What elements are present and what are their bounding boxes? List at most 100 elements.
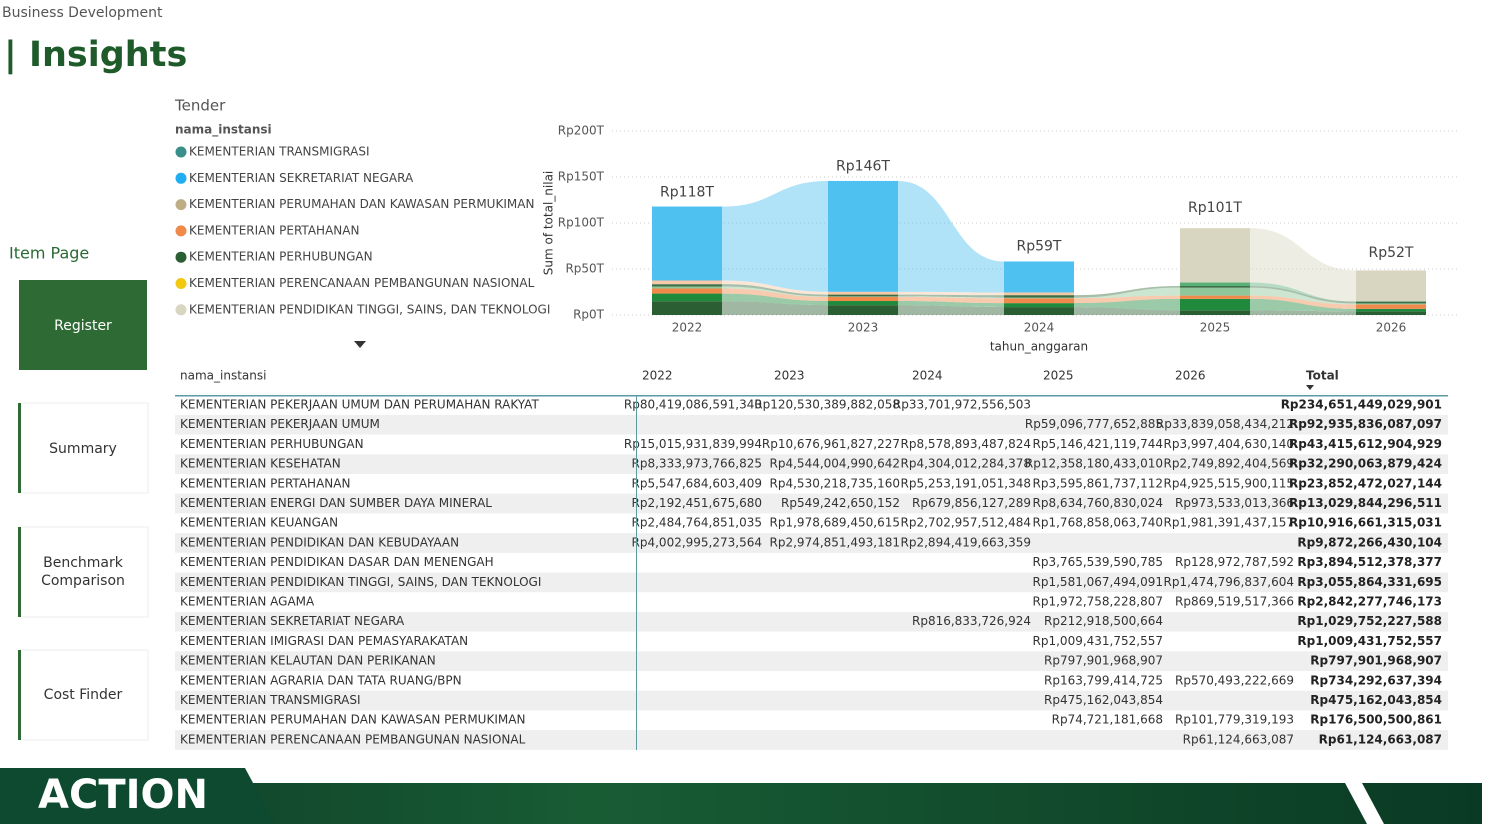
table-divider [636,395,637,750]
row-band [175,611,1448,632]
y-axis-title: Sum of total_nilai [542,171,556,276]
table-cell: Rp1,981,391,437,157 [1164,516,1294,530]
nav-accent [18,527,21,617]
nav-card [18,402,149,741]
table-cell: Rp3,055,864,331,695 [1297,575,1442,589]
bar-segment [1356,311,1426,315]
column-header: Total [1306,369,1339,383]
ribbon [722,280,828,295]
column-header: 2026 [1175,369,1206,383]
ribbons [722,180,1356,315]
row-band [175,493,1448,514]
y-tick-label: Rp0T [573,308,605,322]
nav-button[interactable]: Summary [49,441,117,457]
bar-segment [1004,298,1074,304]
table-cell: Rp163,799,414,725 [1044,673,1163,687]
ribbon [722,286,828,297]
nav-button[interactable]: Benchmark Comparison [41,555,125,589]
row-label: KEMENTERIAN KESEHATAN [180,457,341,471]
table-cell: Rp1,972,758,228,807 [1033,595,1163,609]
ribbon [722,293,828,306]
row-label: KEMENTERIAN IMIGRASI DAN PEMASYARAKATAN [180,634,468,648]
ribbon [722,301,828,315]
ribbon [1250,295,1356,309]
table-cell: Rp1,768,858,063,740 [1033,516,1163,530]
total-label: Rp101T [1188,200,1242,216]
nav-button[interactable]: Register [54,318,112,334]
table-cell: Rp869,519,517,366 [1175,595,1294,609]
row-label: KEMENTERIAN SEKRETARIAT NEGARA [180,614,405,628]
visual-title: Tender [174,97,226,115]
row-label: KEMENTERIAN PENDIDIKAN DASAR DAN MENENGA… [180,555,494,569]
table-cell: Rp3,765,539,590,785 [1033,555,1163,569]
table-cell: Rp2,842,277,746,173 [1297,595,1442,609]
bar-segment [1180,310,1250,315]
table-cell: Rp8,634,760,830,024 [1033,496,1163,510]
row-band [175,730,1448,750]
ribbon [1074,298,1180,311]
bar-segment [1004,261,1074,293]
bar-segment [1356,301,1426,304]
table-cell: Rp92,935,836,087,097 [1289,417,1442,431]
ribbon [898,301,1004,308]
table-cell: Rp101,779,319,193 [1175,713,1294,727]
ribbon [722,180,828,292]
table-cell: Rp4,304,012,284,378 [901,457,1031,471]
bar-segment [1356,303,1426,305]
table-cell: Rp734,292,637,394 [1310,673,1442,687]
ribbon [1250,310,1356,315]
table-cell: Rp4,530,218,735,160 [770,476,900,490]
nav-button-bg [19,526,149,618]
nav-button[interactable]: Cost Finder [44,687,123,703]
row-band [175,414,1448,435]
bar-segment [1180,282,1250,287]
table-cell: Rp234,651,449,029,901 [1281,398,1442,412]
table-cell: Rp1,581,067,494,091 [1033,575,1163,589]
table-cell: Rp10,676,961,827,227 [762,437,900,451]
bar-segment [1180,228,1250,283]
row-band [175,572,1448,593]
bar-segment [1356,270,1426,302]
y-tick-label: Rp50T [565,262,604,276]
ribbon [1074,287,1180,299]
table-cell: Rp3,894,512,378,377 [1297,555,1442,569]
bar-segment [652,206,722,281]
bar-segment [1180,287,1250,296]
legend-swatch [175,225,187,237]
row-label: KEMENTERIAN ENERGI DAN SUMBER DAYA MINER… [180,496,492,510]
table-cell: Rp15,015,931,839,994 [624,437,762,451]
table-cell: Rp5,547,684,603,409 [632,476,762,490]
row-band [175,690,1448,711]
x-tick-label: 2022 [672,321,703,335]
row-label: KEMENTERIAN AGRARIA DAN TATA RUANG/BPN [180,673,462,687]
legend-label: KEMENTERIAN PERTAHANAN [189,223,359,237]
nav-accent [18,403,21,493]
ribbon [722,288,828,302]
bar-segment [1004,292,1074,296]
table-cell: Rp973,533,013,366 [1175,496,1294,510]
table-cell: Rp3,997,404,630,140 [1164,437,1294,451]
table-cell: Rp679,856,127,289 [912,496,1031,510]
ribbon [898,296,1004,304]
y-tick-label: Rp150T [558,170,605,184]
ribbon [898,180,1004,293]
row-label: KEMENTERIAN PERHUBUNGAN [180,437,364,451]
bar-segment [652,288,722,294]
column-header: 2025 [1043,369,1074,383]
ribbon [722,284,828,297]
table-cell: Rp61,124,663,087 [1183,732,1294,746]
table-cell: Rp61,124,663,087 [1319,732,1442,746]
ribbon [1250,282,1356,302]
row-band [175,454,1448,474]
sort-indicator[interactable] [1306,385,1314,390]
ribbon [898,296,1004,299]
row-label: KEMENTERIAN AGAMA [180,595,315,609]
footer-slash [1345,783,1384,824]
table-cell: Rp1,474,796,837,604 [1164,575,1294,589]
row-label: KEMENTERIAN KELAUTAN DAN PERIKANAN [180,654,436,668]
table-cell: Rp5,146,421,119,744 [1033,437,1163,451]
bar-segment [1180,286,1250,288]
table-cell: Rp2,749,892,404,569 [1164,457,1294,471]
bar-segment [652,301,722,315]
legend-scroll[interactable] [354,341,366,348]
